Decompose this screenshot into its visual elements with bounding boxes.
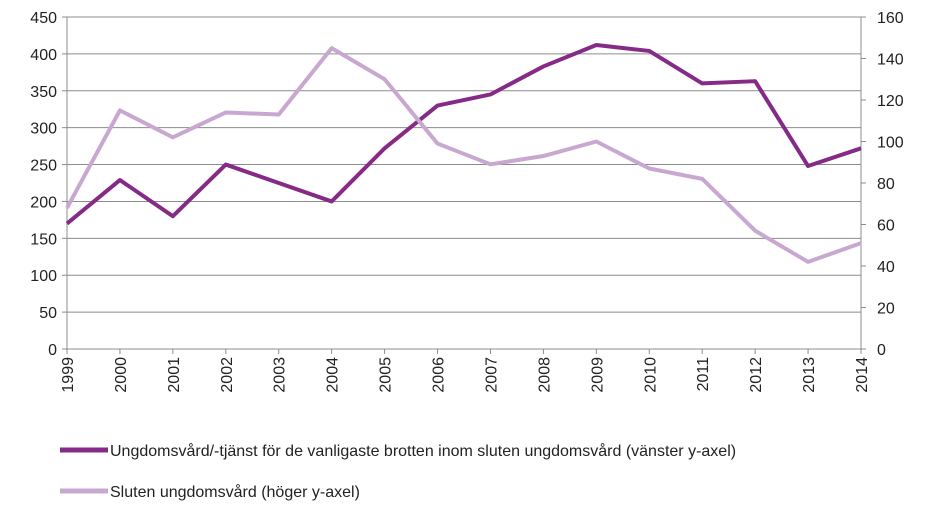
line-series <box>65 43 862 226</box>
y-tick-label: 100 <box>30 268 57 285</box>
x-tick-label: 1999 <box>60 357 77 393</box>
y-tick-label: 150 <box>30 231 57 248</box>
y-tick-label: 450 <box>30 10 57 27</box>
y-tick-label: 50 <box>39 305 57 322</box>
x-tick-label: 2011 <box>695 357 712 392</box>
y2-tick-label: 120 <box>877 93 904 110</box>
x-tick-label: 2012 <box>748 357 765 393</box>
x-tick-label: 2002 <box>219 357 236 393</box>
x-tick-label: 2004 <box>325 357 342 393</box>
x-tick-label: 2014 <box>854 357 871 393</box>
x-tick-label: 2013 <box>801 357 818 393</box>
y2-tick-label: 160 <box>877 10 904 27</box>
x-tick-label: 2005 <box>378 357 395 393</box>
y2-tick-label: 40 <box>877 259 895 276</box>
y-tick-label: 350 <box>30 84 57 101</box>
x-tick-label: 2003 <box>272 357 289 393</box>
y2-tick-label: 60 <box>877 218 895 235</box>
x-tick-label: 2010 <box>642 357 659 393</box>
x-tick-label: 2007 <box>483 357 500 393</box>
y-tick-label: 0 <box>48 342 57 359</box>
y-tick-label: 250 <box>30 158 57 175</box>
y2-tick-label: 100 <box>877 135 904 152</box>
y-tick-label: 400 <box>30 47 57 64</box>
y2-tick-label: 20 <box>877 301 895 318</box>
y2-tick-label: 0 <box>877 342 886 359</box>
y2-tick-label: 80 <box>877 176 895 193</box>
x-tick-label: 2006 <box>431 357 448 393</box>
x-tick-label: 2001 <box>166 357 183 393</box>
legend-label: Sluten ungdomsvård (höger y-axel) <box>110 483 360 501</box>
y-tick-label: 200 <box>30 194 57 211</box>
y-tick-label: 300 <box>30 121 57 138</box>
line-series <box>65 46 862 264</box>
x-tick-label: 2008 <box>536 357 553 393</box>
legend-label: Ungdomsvård/-tjänst för de vanligaste br… <box>110 442 736 460</box>
x-tick-label: 2009 <box>589 357 606 393</box>
x-tick-label: 2000 <box>113 357 130 393</box>
y2-tick-label: 140 <box>877 52 904 69</box>
